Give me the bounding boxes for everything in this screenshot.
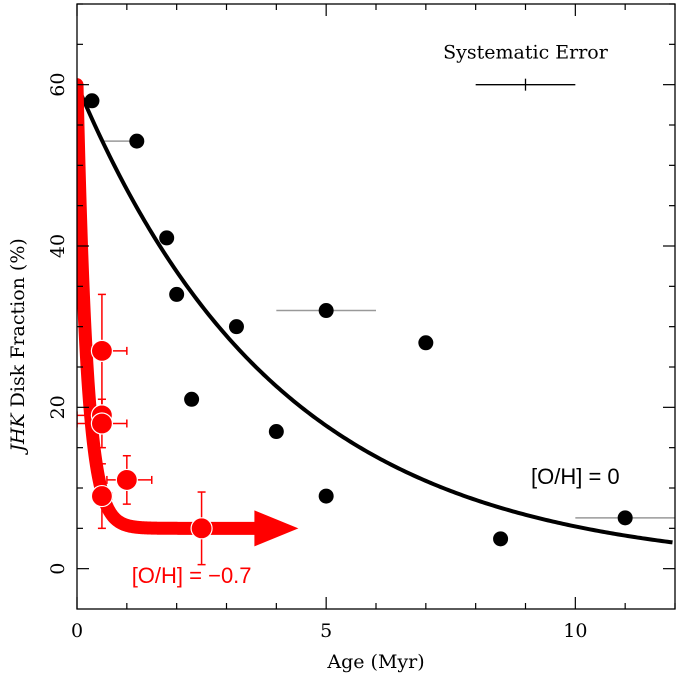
red-arrow-head — [254, 510, 299, 547]
y-axis-label: JHK Disk Fraction (%) — [7, 238, 29, 456]
red-point-5 — [190, 517, 213, 540]
plot-content — [77, 83, 675, 547]
systematic-error-label: Systematic Error — [443, 42, 609, 64]
y-axis-label-rest: Disk Fraction (%) — [7, 238, 29, 413]
red-point-0 — [90, 339, 114, 362]
x-tick-label: 0 — [71, 620, 83, 642]
red-point-3 — [90, 484, 114, 508]
y-tick-label: 60 — [47, 73, 69, 97]
black-point-6 — [268, 424, 284, 440]
annotation-solar-metallicity: [O/H] = 0 — [531, 464, 620, 489]
red-point-4 — [115, 468, 138, 492]
black-point-11 — [617, 510, 633, 526]
y-tick-label: 20 — [47, 395, 69, 419]
axes-layer: 0 5 10 0 20 40 60 — [47, 3, 676, 642]
black-point-7 — [318, 303, 334, 319]
black-point-2 — [159, 230, 175, 246]
y-tick-label: 40 — [47, 234, 69, 258]
black-point-3 — [169, 286, 185, 302]
black-fit-curve — [77, 83, 673, 545]
black-point-0 — [84, 93, 100, 109]
annotation-low-metallicity: [O/H] = −0.7 — [132, 563, 252, 588]
black-point-4 — [184, 391, 200, 407]
red-fit-curve — [77, 78, 263, 535]
y-axis-label-italic: JHK — [7, 412, 29, 456]
x-axis-label: Age (Myr) — [326, 651, 424, 673]
black-point-9 — [418, 335, 434, 351]
systematic-error-bar — [475, 78, 576, 91]
red-point-2 — [90, 412, 114, 435]
black-point-8 — [318, 488, 334, 504]
y-tick-label: 0 — [47, 563, 69, 575]
black-point-1 — [129, 133, 145, 149]
x-tick-label: 5 — [320, 620, 332, 642]
black-point-5 — [228, 319, 244, 335]
red-series-layer — [77, 78, 299, 566]
x-tick-label: 10 — [563, 620, 587, 642]
black-point-10 — [493, 531, 509, 547]
